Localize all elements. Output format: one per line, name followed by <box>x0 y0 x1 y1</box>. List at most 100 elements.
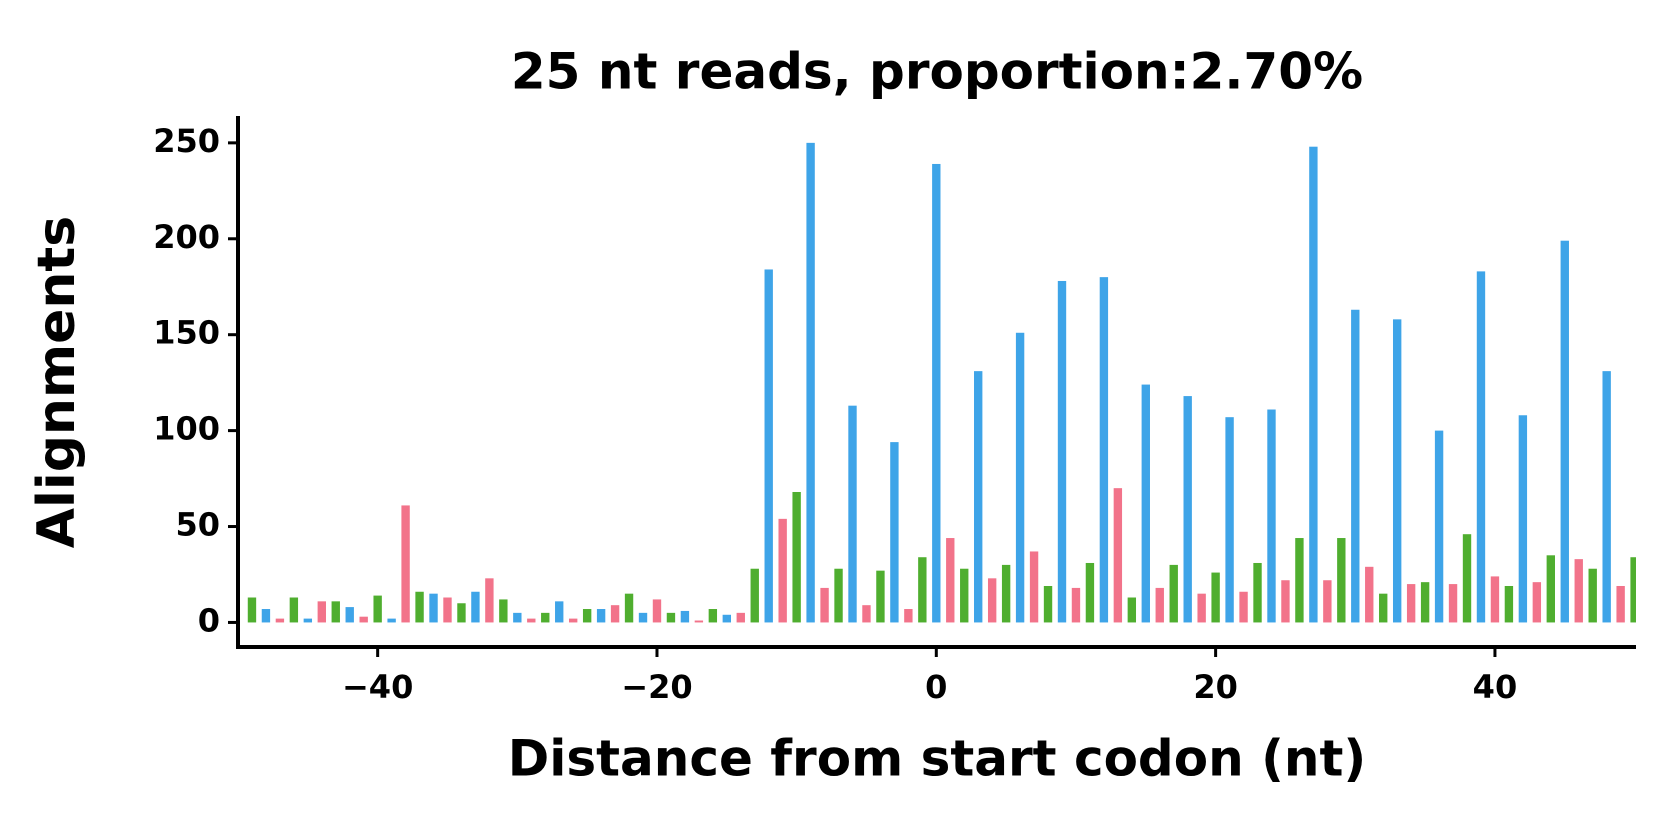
bar <box>1071 587 1081 623</box>
bar <box>960 568 969 623</box>
bar <box>1337 538 1346 623</box>
bar <box>1127 597 1137 623</box>
bar <box>1560 240 1569 623</box>
bar <box>1211 572 1220 623</box>
bar <box>666 612 676 623</box>
bar <box>1057 280 1067 623</box>
bar <box>1392 319 1402 623</box>
bar <box>610 605 620 623</box>
bar <box>638 612 648 623</box>
bar <box>317 601 326 623</box>
bar <box>806 142 815 623</box>
bar <box>820 587 829 623</box>
bar <box>932 163 941 623</box>
bar <box>596 609 606 623</box>
bar <box>764 269 773 623</box>
bar <box>1183 396 1192 623</box>
bar <box>568 618 578 623</box>
bar <box>429 593 438 623</box>
bar <box>1295 538 1304 623</box>
bar <box>1462 534 1472 623</box>
x-tick-label: 40 <box>1473 668 1518 706</box>
bar <box>1001 564 1011 623</box>
bar <box>1588 568 1597 623</box>
bar <box>694 620 704 623</box>
bar <box>289 597 299 623</box>
bar <box>1574 559 1583 623</box>
bar <box>862 605 871 623</box>
y-tick-label: 250 <box>153 122 220 160</box>
x-tick-label: −20 <box>621 668 692 706</box>
bar <box>1267 409 1276 623</box>
bar <box>555 601 564 623</box>
bar <box>1518 415 1528 623</box>
bar <box>359 616 368 623</box>
bar <box>485 578 494 623</box>
bar <box>1197 593 1206 623</box>
bar <box>415 591 424 623</box>
bar <box>373 595 382 623</box>
bar <box>680 610 690 623</box>
bar <box>834 568 843 623</box>
bar <box>261 609 271 623</box>
bar <box>275 618 285 623</box>
bar <box>513 612 522 623</box>
bar <box>471 591 480 623</box>
y-tick-label: 50 <box>175 506 220 544</box>
bar <box>345 607 354 623</box>
bar <box>722 614 732 623</box>
y-tick-label: 200 <box>153 218 220 256</box>
bar <box>1323 580 1332 623</box>
bar <box>1406 584 1416 623</box>
bar <box>1351 309 1360 623</box>
bar <box>303 618 313 623</box>
bar <box>1015 332 1025 623</box>
bar <box>1085 562 1095 623</box>
bar <box>499 599 508 623</box>
bar <box>1490 576 1500 623</box>
y-tick-label: 0 <box>198 601 220 639</box>
x-axis-label: Distance from start codon (nt) <box>508 730 1367 788</box>
bar <box>778 518 787 623</box>
bar <box>890 442 899 623</box>
bar <box>1532 582 1542 623</box>
x-tick-label: 0 <box>925 668 947 706</box>
bar <box>1043 585 1053 623</box>
plot-area <box>247 142 1636 623</box>
x-tick-label: −40 <box>342 668 413 706</box>
bar <box>1169 564 1178 623</box>
bar <box>1448 584 1458 623</box>
bar <box>987 578 997 623</box>
bar <box>582 609 592 623</box>
bar <box>1155 587 1164 623</box>
bar <box>1434 430 1444 623</box>
bar <box>527 618 536 623</box>
bar <box>708 609 718 623</box>
bar <box>1281 580 1290 623</box>
bar <box>1029 551 1039 623</box>
chart-title: 25 nt reads, proportion:2.70% <box>511 43 1363 101</box>
bar <box>1099 277 1109 623</box>
bar <box>750 568 759 623</box>
bar <box>652 599 662 623</box>
y-tick-label: 150 <box>153 314 220 352</box>
bar <box>792 491 801 623</box>
bar <box>331 601 340 623</box>
bar <box>1141 384 1150 623</box>
bar <box>1546 555 1555 623</box>
bar <box>918 557 927 623</box>
bar <box>1420 582 1430 623</box>
bar <box>974 371 983 623</box>
bar <box>247 597 257 623</box>
x-tick-label: 20 <box>1193 668 1238 706</box>
bar <box>1309 146 1318 623</box>
bar <box>1602 371 1611 623</box>
bar <box>1253 562 1262 623</box>
bar <box>848 405 857 623</box>
bar <box>1225 417 1234 623</box>
bar <box>624 593 634 623</box>
bar <box>1616 585 1625 623</box>
bar <box>443 597 452 623</box>
bar <box>876 570 885 623</box>
